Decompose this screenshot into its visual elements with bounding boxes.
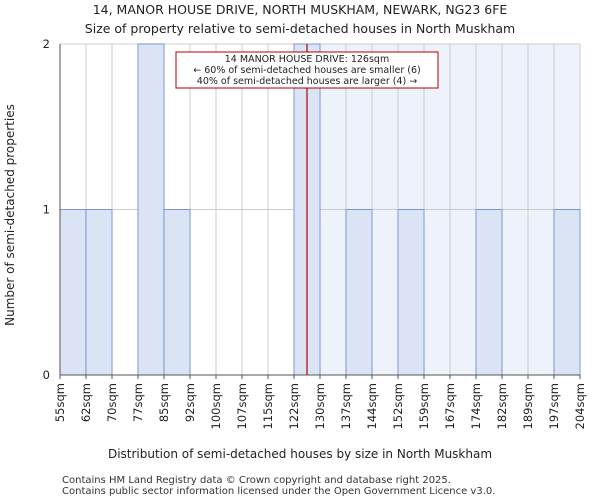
bar-174sqm xyxy=(475,209,503,376)
x-axis-label: Distribution of semi-detached houses by … xyxy=(108,447,492,461)
x-tick-label: 100sqm xyxy=(209,383,223,429)
x-tick-label: 144sqm xyxy=(365,383,379,429)
x-tick-label: 115sqm xyxy=(261,383,275,429)
footer-line1: Contains HM Land Registry data © Crown c… xyxy=(62,475,451,486)
x-tick-label: 137sqm xyxy=(339,383,353,429)
x-tick-label: 159sqm xyxy=(417,383,431,429)
x-tick-label: 70sqm xyxy=(105,383,119,422)
annotation-line3: 40% of semi-detached houses are larger (… xyxy=(197,76,417,87)
annotation-line2: ← 60% of semi-detached houses are smalle… xyxy=(193,65,421,76)
y-tick-label: 2 xyxy=(43,37,50,51)
y-tick-label: 1 xyxy=(43,203,50,217)
x-tick-label: 189sqm xyxy=(521,383,535,429)
bar-62sqm xyxy=(85,209,113,376)
x-tick-label: 85sqm xyxy=(157,383,171,422)
x-tick-label: 77sqm xyxy=(131,383,145,422)
x-tick-label: 174sqm xyxy=(469,383,483,429)
x-tick-label: 130sqm xyxy=(313,383,327,429)
bar-55sqm xyxy=(59,209,87,376)
bar-197sqm xyxy=(553,209,581,376)
x-tick-label: 62sqm xyxy=(79,383,93,422)
x-tick-label: 152sqm xyxy=(391,383,405,429)
x-tick-label: 167sqm xyxy=(443,383,457,429)
footer-line2: Contains public sector information licen… xyxy=(62,486,495,497)
y-axis-label: Number of semi-detached properties xyxy=(3,104,17,326)
x-tick-label: 197sqm xyxy=(547,383,561,429)
chart-title-line2: Size of property relative to semi-detach… xyxy=(85,21,515,36)
x-tick-label: 92sqm xyxy=(183,383,197,422)
bar-152sqm xyxy=(397,209,425,376)
x-ticks: 55sqm 62sqm 70sqm 77sqm 85sqm 92sqm 100sqm 107s… xyxy=(53,375,587,429)
bar-77sqm xyxy=(137,43,165,376)
x-tick-label: 182sqm xyxy=(495,383,509,429)
annotation-border xyxy=(175,51,439,89)
bar-137sqm xyxy=(345,209,373,376)
x-tick-label: 55sqm xyxy=(53,383,67,422)
chart-title-line1: 14, MANOR HOUSE DRIVE, NORTH MUSKHAM, NE… xyxy=(93,2,508,17)
y-ticks: 0 1 2 xyxy=(43,37,50,382)
annotation-line1: 14 MANOR HOUSE DRIVE: 126sqm xyxy=(225,54,389,65)
annotation-box: 14 MANOR HOUSE DRIVE: 126sqm ← 60% of se… xyxy=(175,51,439,89)
bar-85sqm xyxy=(163,209,191,376)
x-tick-label: 204sqm xyxy=(573,383,587,429)
y-tick-label: 0 xyxy=(43,368,50,382)
x-tick-label: 107sqm xyxy=(235,383,249,429)
x-tick-label: 122sqm xyxy=(287,383,301,429)
